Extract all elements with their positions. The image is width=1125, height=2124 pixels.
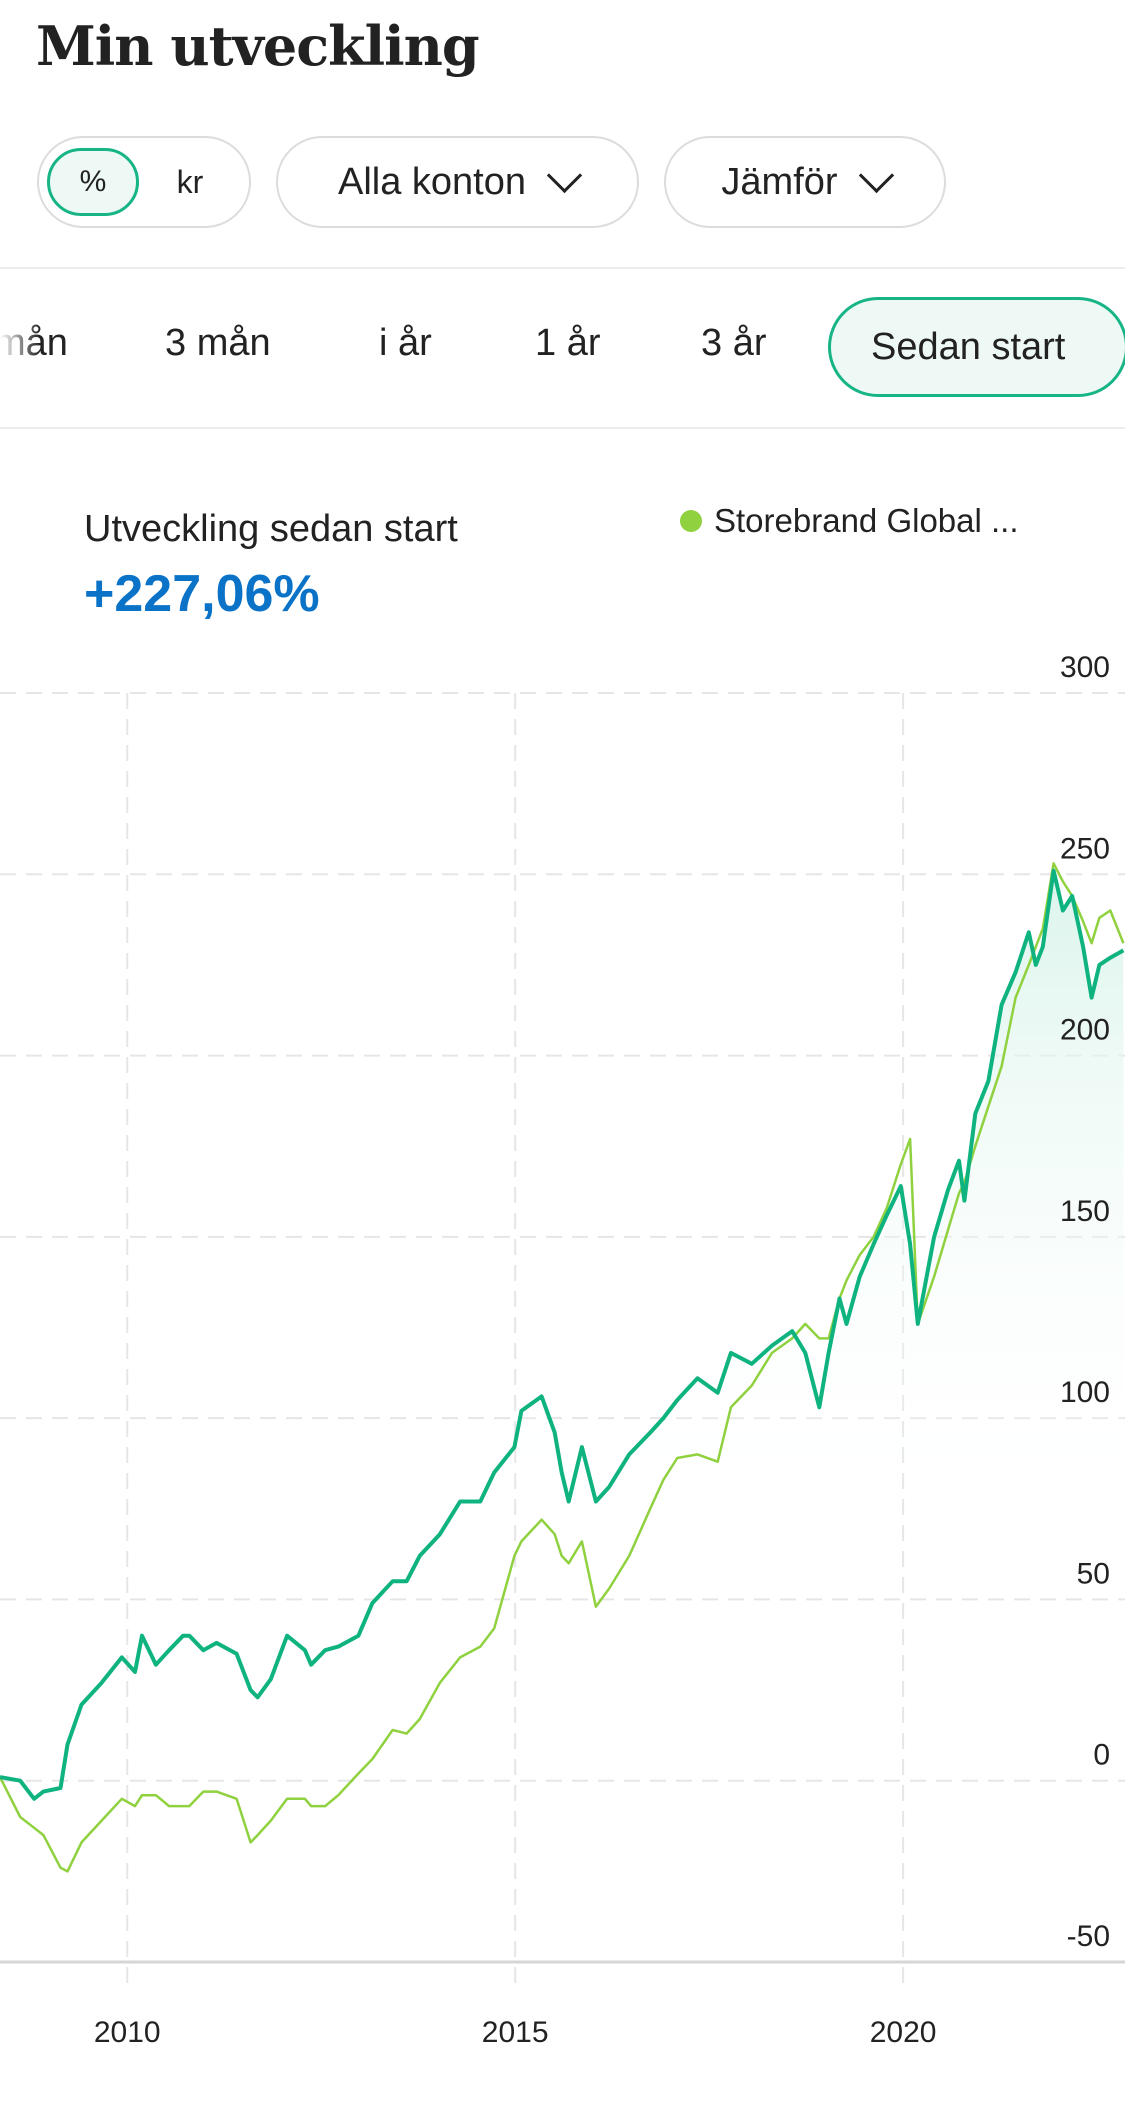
page-title: Min utveckling bbox=[36, 14, 480, 78]
y-tick-label: -50 bbox=[1067, 1920, 1110, 1953]
portfolio-line bbox=[0, 868, 1125, 1801]
legend-label: Storebrand Global ... bbox=[714, 502, 1019, 539]
compare-dropdown[interactable]: Jämför bbox=[664, 136, 946, 228]
performance-value: +227,06% bbox=[84, 565, 320, 623]
unit-option-kr[interactable]: kr bbox=[176, 163, 204, 200]
divider bbox=[0, 427, 1125, 429]
scroll-fade bbox=[0, 290, 40, 410]
y-tick-label: 250 bbox=[1060, 832, 1110, 865]
chart-legend[interactable]: Storebrand Global ... bbox=[680, 502, 1019, 540]
x-tick-label: 2010 bbox=[94, 2016, 161, 2049]
divider bbox=[0, 267, 1125, 269]
portfolio-area-fill bbox=[0, 870, 1124, 1963]
performance-label: Utveckling sedan start bbox=[84, 508, 458, 550]
tab-ytd[interactable]: i år bbox=[379, 322, 432, 364]
accounts-dropdown[interactable]: Alla konton bbox=[276, 136, 639, 228]
y-tick-label: 0 bbox=[1093, 1739, 1110, 1772]
tab-since-start[interactable]: Sedan start bbox=[828, 297, 1125, 397]
compare-dropdown-label: Jämför bbox=[721, 160, 838, 203]
tab-1-year[interactable]: 1 år bbox=[535, 322, 601, 364]
tab-3-months[interactable]: 3 mån bbox=[165, 322, 271, 364]
unit-toggle[interactable]: % kr bbox=[37, 136, 251, 228]
y-tick-label: 300 bbox=[1060, 651, 1110, 684]
legend-dot-icon bbox=[680, 510, 702, 532]
y-tick-label: 100 bbox=[1060, 1376, 1110, 1409]
x-tick-label: 2015 bbox=[482, 2016, 549, 2049]
benchmark-line bbox=[0, 862, 1125, 1873]
tab-3-years[interactable]: 3 år bbox=[701, 322, 767, 364]
unit-option-percent[interactable]: % bbox=[47, 148, 139, 216]
accounts-dropdown-label: Alla konton bbox=[337, 160, 526, 203]
y-tick-label: 200 bbox=[1060, 1014, 1110, 1047]
y-tick-label: 150 bbox=[1060, 1195, 1110, 1228]
y-tick-label: 50 bbox=[1077, 1557, 1110, 1590]
x-tick-label: 2020 bbox=[870, 2016, 937, 2049]
